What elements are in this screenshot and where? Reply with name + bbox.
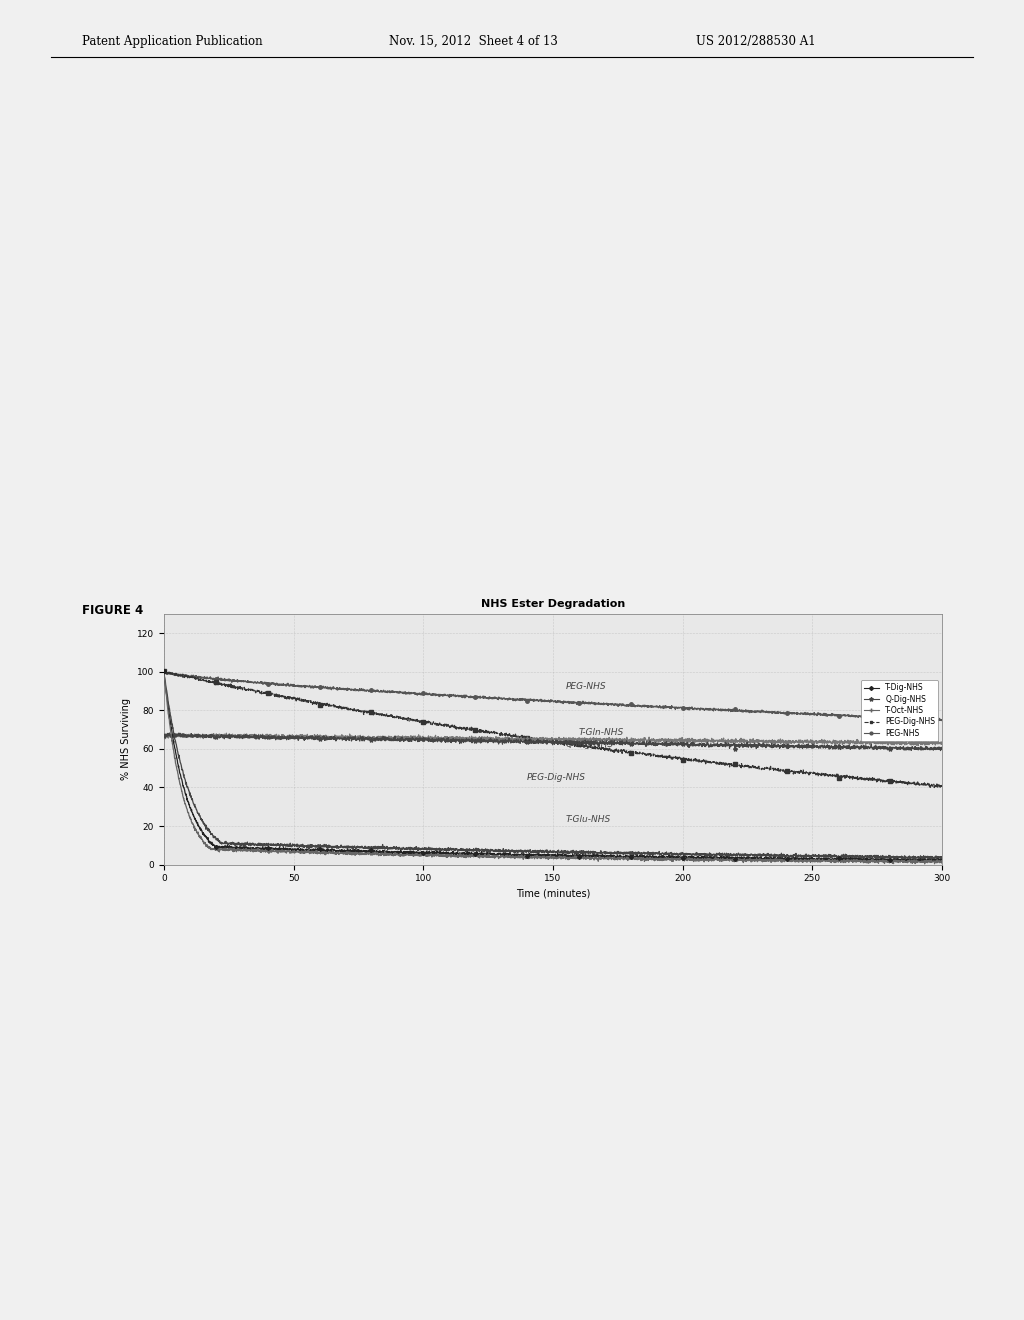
X-axis label: Time (minutes): Time (minutes) — [516, 888, 590, 899]
Text: PEG-Dig-NHS: PEG-Dig-NHS — [527, 772, 586, 781]
Text: US 2012/288530 A1: US 2012/288530 A1 — [696, 34, 816, 48]
Text: T-Glu-NHS: T-Glu-NHS — [566, 816, 611, 824]
Text: PEG-NHS: PEG-NHS — [566, 682, 606, 692]
Text: FIGURE 4: FIGURE 4 — [82, 603, 143, 616]
Title: NHS Ester Degradation: NHS Ester Degradation — [481, 599, 625, 609]
Text: Patent Application Publication: Patent Application Publication — [82, 34, 262, 48]
Legend: T-Dig-NHS, Q-Dig-NHS, T-Oct-NHS, PEG-Dig-NHS, PEG-NHS: T-Dig-NHS, Q-Dig-NHS, T-Oct-NHS, PEG-Dig… — [861, 680, 938, 741]
Text: T-Gln-NHS: T-Gln-NHS — [579, 729, 625, 738]
Y-axis label: % NHS Surviving: % NHS Surviving — [121, 698, 131, 780]
Text: Nov. 15, 2012  Sheet 4 of 13: Nov. 15, 2012 Sheet 4 of 13 — [389, 34, 558, 48]
Text: Q-Dig-NHS: Q-Dig-NHS — [566, 741, 614, 748]
